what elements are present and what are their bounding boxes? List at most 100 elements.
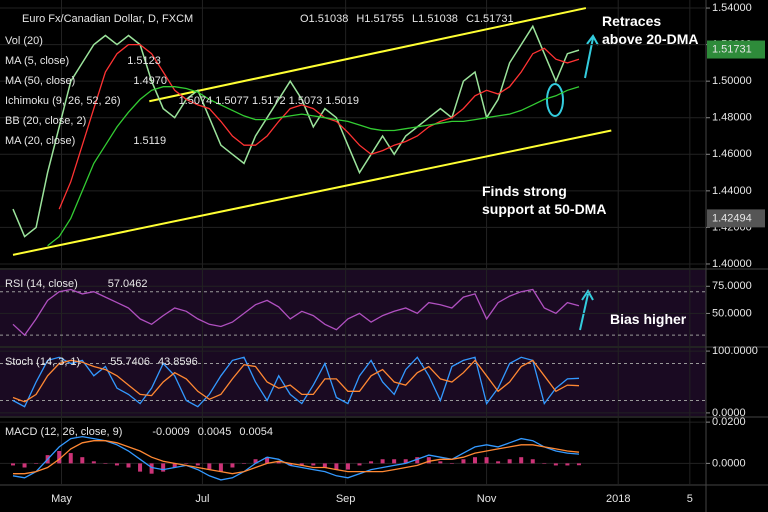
histogram-bar [103,463,108,464]
histogram-bar [149,463,154,474]
indicator-label: MA (20, close) [5,135,75,147]
annotation-line: Bias higher [610,311,687,327]
histogram-bar [172,463,177,468]
y-tick-label: 1.40000 [712,258,752,270]
annotation: Retraces above 20-DMA [602,13,698,47]
histogram-bar [11,463,15,466]
indicator-label: BB (20, close, 2) [5,115,86,127]
ohlc: L1.51038 [412,13,458,25]
histogram-bar [334,463,339,470]
x-tick-label: May [51,493,72,505]
histogram-bar [438,461,443,464]
readout: 0.0054 [239,426,273,438]
arrow-up [579,289,594,331]
histogram-bar [461,459,466,464]
annotation: Bias higher [610,311,687,327]
y-tick-label: 1.44000 [712,185,752,197]
series-line [12,288,580,337]
indicator-label: MA (50, close) [5,75,75,87]
y-tick-label: 1.48000 [712,112,752,124]
rsi-pane [0,270,706,346]
pane-label: RSI (14, close) [5,278,78,290]
pane-label: MACD (12, 26, close, 9) [5,426,122,438]
ohlc: H1.51755 [356,13,404,25]
histogram-bar [80,457,85,464]
readout: 57.0462 [108,278,148,290]
y-tick-label: 1.46000 [712,148,752,160]
histogram-bar [496,461,501,464]
series-line [12,24,580,238]
indicator-value: 1.5123 [127,55,161,67]
histogram-bar [357,463,362,466]
histogram-bar [91,461,96,464]
ohlc: O1.51038 [300,13,348,25]
histogram-bar [519,457,524,464]
histogram-bar [392,459,397,464]
histogram-bar [288,463,293,466]
histogram-bar [542,463,547,464]
stoch-pane [0,348,706,416]
histogram-bar [553,463,558,466]
histogram-bar [484,457,489,464]
histogram-bar [242,463,246,464]
histogram-bar [265,457,270,464]
highlight-ellipse [546,83,564,117]
price-flag-label: 1.42494 [712,212,752,224]
price-flag [707,209,765,228]
histogram-bar [138,463,143,472]
y-tick-label: 75.0000 [712,280,752,292]
indicator-value: 1.5119 [133,135,166,147]
annotation-line: support at 50-DMA [482,201,606,217]
readout: 43.8596 [158,356,198,368]
readout: 55.7406 [110,356,150,368]
histogram-bar [184,463,189,464]
x-tick-label: Sep [336,493,356,505]
indicator-label: Vol (20) [5,35,43,47]
histogram-bar [530,459,535,464]
price-flag-label: 1.51731 [712,43,752,55]
histogram-bar [253,459,258,464]
annotation: Finds strong support at 50-DMA [482,183,606,217]
series-line [13,440,580,475]
histogram-bar [322,463,327,468]
readout: -0.0009 [152,426,189,438]
y-tick-label: 1.50000 [712,75,752,87]
histogram-bar [299,463,304,466]
histogram-bar [345,463,350,470]
series-line [58,43,580,210]
x-tick-label: 5 [687,493,693,505]
histogram-bar [369,461,374,464]
series-line [12,359,580,403]
histogram-bar [218,463,223,472]
annotation-line: Finds strong [482,183,567,199]
indicator-label: Ichimoku (9, 26, 52, 26) [5,95,121,107]
series-line [47,86,580,247]
histogram-bar [195,463,200,466]
histogram-bar [380,459,385,464]
histogram-bar [34,463,39,464]
y-tick-label: 0.0000 [712,407,746,419]
y-tick-label: 50.0000 [712,307,752,319]
indicator-value: 1.4970 [133,75,167,87]
histogram-bar [126,463,131,468]
histogram-bar [449,463,454,464]
histogram-bar [230,463,235,468]
indicator-value: 1.5074 1.5077 1.5172 1.5073 1.5019 [179,95,359,107]
histogram-bar [403,459,408,464]
histogram-bar [114,463,119,466]
indicator-label: MA (5, close) [5,55,69,67]
y-tick-label: 100.0000 [712,345,758,357]
histogram-bar [473,457,477,464]
y-tick-label: 1.54000 [712,2,752,14]
x-tick-label: Jul [195,493,209,505]
x-tick-label: 2018 [606,493,630,505]
ohlc: C1.51731 [466,13,514,25]
histogram-bar [207,463,212,470]
annotation-line: above 20-DMA [602,31,698,47]
readout: 0.0045 [198,426,232,438]
histogram-bar [426,457,431,464]
